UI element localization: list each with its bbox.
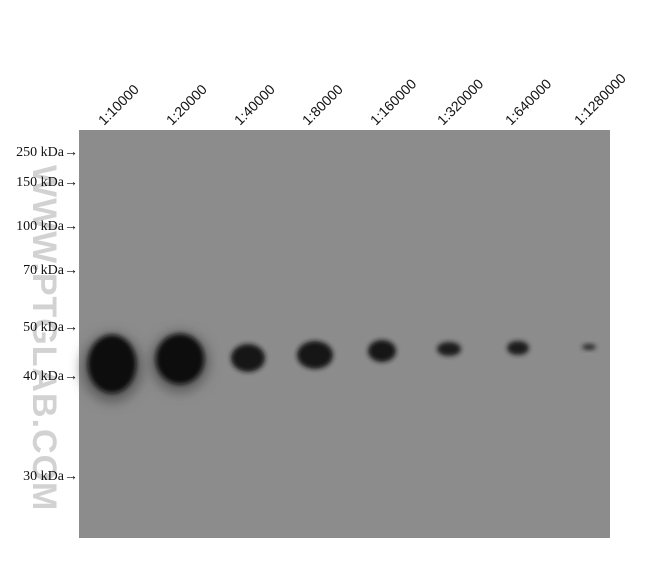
band <box>507 341 529 355</box>
marker-label: 100 kDa→ <box>16 219 78 234</box>
lane-label: 1:320000 <box>434 75 487 128</box>
band <box>437 342 461 356</box>
marker-labels: 250 kDa→ 150 kDa→ 100 kDa→ 70 kDa→ 50 kDa→ 40… <box>16 145 78 484</box>
lane-label: 1:40000 <box>231 81 278 128</box>
marker-label: 50 kDa→ <box>23 320 78 335</box>
blot-membrane <box>79 130 610 538</box>
lane-label: 1:160000 <box>367 75 420 128</box>
lane-label: 1:640000 <box>502 75 555 128</box>
watermark: WWW.PTGLAB.COM <box>25 165 63 511</box>
band <box>297 341 333 369</box>
lane-label: 1:1280000 <box>571 70 629 128</box>
lane-label: 1:80000 <box>299 81 346 128</box>
lane-label: 1:10000 <box>95 81 142 128</box>
band <box>231 344 265 372</box>
band <box>156 334 204 384</box>
band <box>582 344 596 350</box>
marker-label: 150 kDa→ <box>16 175 78 190</box>
marker-label: 40 kDa→ <box>23 369 78 384</box>
lane-labels: 1:10000 1:20000 1:40000 1:80000 1:160000 1:32… <box>95 70 629 128</box>
bands <box>82 332 596 402</box>
band <box>368 340 396 362</box>
band <box>88 335 136 393</box>
marker-label: 70 kDa→ <box>23 263 78 278</box>
lane-label: 1:20000 <box>163 81 210 128</box>
marker-label: 250 kDa→ <box>16 145 78 160</box>
marker-label: 30 kDa→ <box>23 469 78 484</box>
